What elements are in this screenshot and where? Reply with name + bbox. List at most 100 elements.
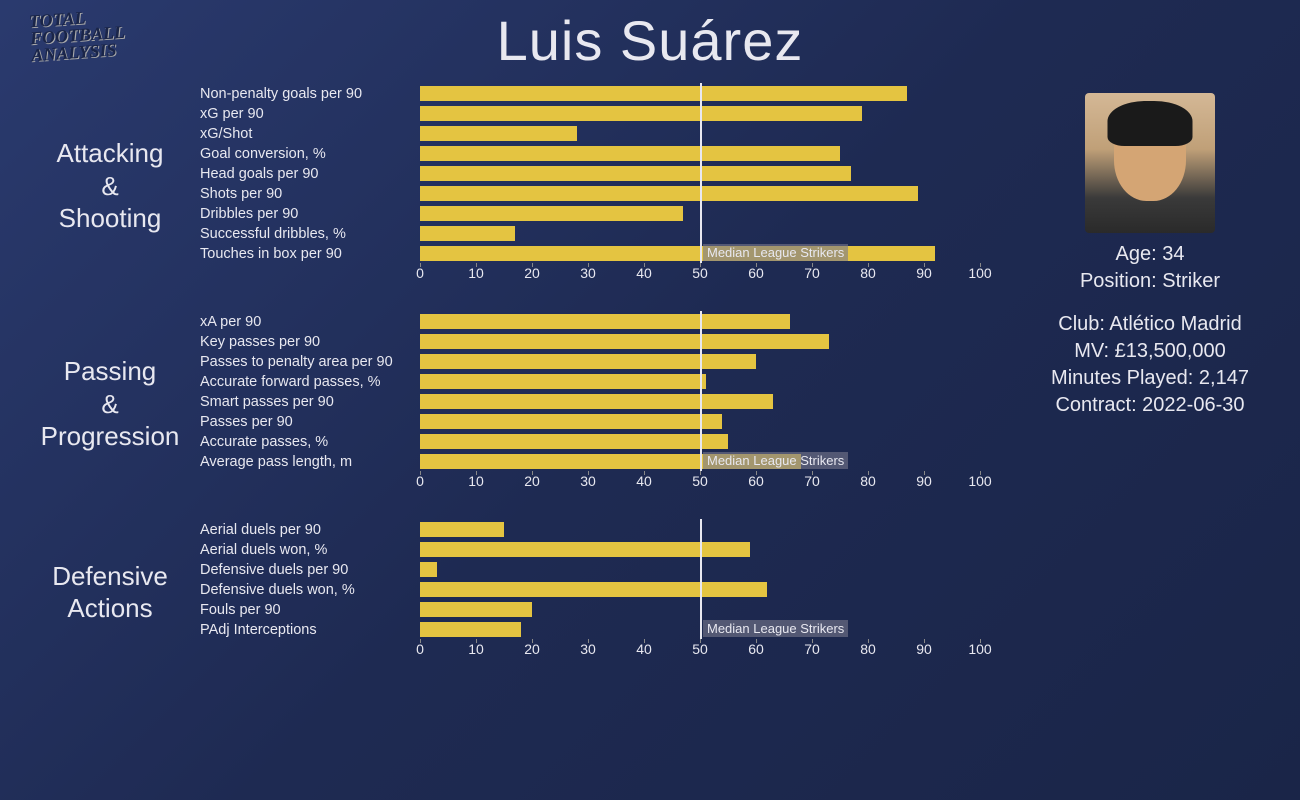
metric-labels-column: Aerial duels per 90Aerial duels won, %De…: [200, 520, 420, 664]
percentile-bar: [420, 522, 504, 537]
axis-tick: 60: [748, 641, 764, 657]
axis-tick: 60: [748, 473, 764, 489]
age-line: Age: 34: [1030, 241, 1270, 268]
axis-tick: 80: [860, 473, 876, 489]
axis-tick: 20: [524, 641, 540, 657]
axis-tick: 90: [916, 265, 932, 281]
chart-block: DefensiveActionsAerial duels per 90Aeria…: [30, 519, 1030, 665]
axis-tick: 50: [692, 265, 708, 281]
axis-tick: 10: [468, 265, 484, 281]
metric-label: Average pass length, m: [200, 452, 420, 472]
axis-tick: 100: [968, 641, 991, 657]
x-axis: 0102030405060708090100: [420, 641, 980, 665]
percentile-bar: [420, 434, 728, 449]
player-info-sidebar: Age: 34 Position: Striker Club: Atlético…: [1030, 83, 1270, 687]
percentile-bar: [420, 314, 790, 329]
axis-tick: 70: [804, 473, 820, 489]
chart-block: Attacking&ShootingNon-penalty goals per …: [30, 83, 1030, 289]
metric-label: Aerial duels per 90: [200, 520, 420, 540]
metric-label: Defensive duels won, %: [200, 580, 420, 600]
axis-tick: 10: [468, 641, 484, 657]
median-label: Median League Strikers: [703, 620, 848, 637]
category-label: Passing&Progression: [30, 355, 200, 453]
x-axis: 0102030405060708090100: [420, 473, 980, 497]
metric-label: Accurate passes, %: [200, 432, 420, 452]
axis-tick: 30: [580, 473, 596, 489]
player-photo: [1085, 93, 1215, 233]
chart-block: Passing&ProgressionxA per 90Key passes p…: [30, 311, 1030, 497]
x-axis: 0102030405060708090100: [420, 265, 980, 289]
metric-label: Passes per 90: [200, 412, 420, 432]
percentile-bar: [420, 334, 829, 349]
metric-label: xG per 90: [200, 104, 420, 124]
axis-tick: 100: [968, 265, 991, 281]
percentile-bar: [420, 562, 437, 577]
metric-label: xG/Shot: [200, 124, 420, 144]
category-label: DefensiveActions: [30, 560, 200, 625]
metric-label: Smart passes per 90: [200, 392, 420, 412]
axis-tick: 90: [916, 473, 932, 489]
median-label: Median League Strikers: [703, 452, 848, 469]
percentile-bar: [420, 622, 521, 637]
axis-tick: 50: [692, 473, 708, 489]
metric-label: Successful dribbles, %: [200, 224, 420, 244]
metric-label: Passes to penalty area per 90: [200, 352, 420, 372]
metric-label: Dribbles per 90: [200, 204, 420, 224]
axis-tick: 20: [524, 265, 540, 281]
axis-tick: 80: [860, 265, 876, 281]
axis-tick: 60: [748, 265, 764, 281]
minutes-line: Minutes Played: 2,147: [1030, 365, 1270, 392]
axis-tick: 0: [416, 473, 424, 489]
metric-label: Fouls per 90: [200, 600, 420, 620]
percentile-bar: [420, 414, 722, 429]
percentile-bar: [420, 354, 756, 369]
axis-tick: 0: [416, 641, 424, 657]
axis-tick: 70: [804, 641, 820, 657]
metric-label: Non-penalty goals per 90: [200, 84, 420, 104]
category-label: Attacking&Shooting: [30, 137, 200, 235]
bar-area: Median League Strikers: [420, 311, 980, 471]
percentile-bar: [420, 186, 918, 201]
metric-label: Touches in box per 90: [200, 244, 420, 264]
metric-label: Key passes per 90: [200, 332, 420, 352]
percentile-bar: [420, 394, 773, 409]
percentile-bar: [420, 166, 851, 181]
axis-tick: 90: [916, 641, 932, 657]
brand-logo: TOTAL FOOTBALL ANALYSIS: [28, 7, 126, 65]
axis-tick: 50: [692, 641, 708, 657]
axis-tick: 40: [636, 641, 652, 657]
bars-column: Median League Strikers010203040506070809…: [420, 519, 1030, 665]
club-line: Club: Atlético Madrid: [1030, 311, 1270, 338]
percentile-bar: [420, 126, 577, 141]
median-line: [700, 519, 702, 639]
percentile-bar: [420, 602, 532, 617]
axis-tick: 20: [524, 473, 540, 489]
percentile-bar: [420, 206, 683, 221]
position-line: Position: Striker: [1030, 268, 1270, 295]
mv-line: MV: £13,500,000: [1030, 338, 1270, 365]
axis-tick: 80: [860, 641, 876, 657]
player-name-title: Luis Suárez: [0, 0, 1300, 73]
metric-label: Head goals per 90: [200, 164, 420, 184]
axis-tick: 70: [804, 265, 820, 281]
percentile-bar: [420, 582, 767, 597]
contract-line: Contract: 2022-06-30: [1030, 392, 1270, 419]
axis-tick: 30: [580, 641, 596, 657]
bar-area: Median League Strikers: [420, 83, 980, 263]
bars-column: Median League Strikers010203040506070809…: [420, 311, 1030, 497]
metric-label: Goal conversion, %: [200, 144, 420, 164]
axis-tick: 10: [468, 473, 484, 489]
bars-column: Median League Strikers010203040506070809…: [420, 83, 1030, 289]
metric-labels-column: xA per 90Key passes per 90Passes to pena…: [200, 312, 420, 496]
axis-tick: 40: [636, 265, 652, 281]
axis-tick: 100: [968, 473, 991, 489]
axis-tick: 30: [580, 265, 596, 281]
median-line: [700, 311, 702, 471]
metric-labels-column: Non-penalty goals per 90xG per 90xG/Shot…: [200, 84, 420, 288]
metric-label: PAdj Interceptions: [200, 620, 420, 640]
median-label: Median League Strikers: [703, 244, 848, 261]
metric-label: Defensive duels per 90: [200, 560, 420, 580]
percentile-bar: [420, 374, 706, 389]
bar-area: Median League Strikers: [420, 519, 980, 639]
percentile-bar: [420, 86, 907, 101]
